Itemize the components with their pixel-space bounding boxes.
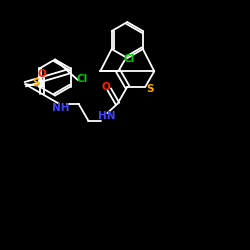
Text: Cl: Cl [76,74,88,85]
Text: S: S [33,78,40,88]
Text: O: O [38,69,46,79]
Text: NH: NH [52,103,69,113]
Text: HN: HN [98,111,115,121]
Text: Cl: Cl [124,54,135,64]
Text: S: S [146,84,154,94]
Text: O: O [101,82,110,92]
